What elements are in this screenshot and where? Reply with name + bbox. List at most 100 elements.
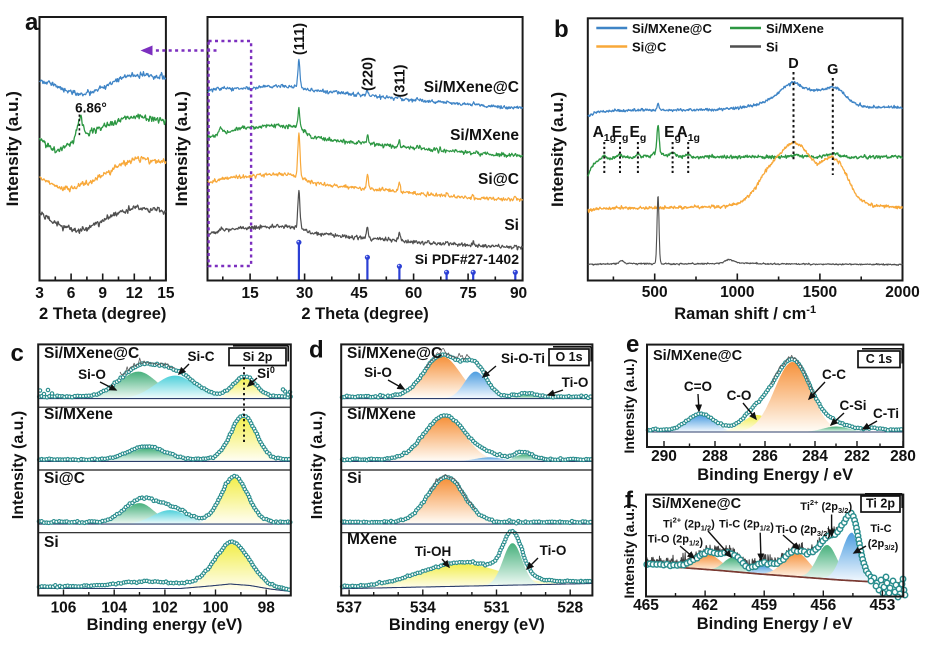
svg-text:15: 15 — [157, 285, 175, 302]
svg-text:Si@C: Si@C — [632, 40, 667, 55]
svg-text:104: 104 — [101, 600, 127, 617]
svg-text:Si/MXene: Si/MXene — [44, 406, 113, 423]
svg-text:286: 286 — [752, 448, 778, 465]
svg-text:(111): (111) — [292, 23, 308, 55]
svg-text:102: 102 — [152, 600, 178, 617]
svg-text:9: 9 — [98, 285, 107, 302]
svg-text:Si: Si — [44, 534, 59, 551]
svg-text:O 1s: O 1s — [555, 350, 582, 364]
svg-text:60: 60 — [405, 285, 422, 302]
svg-text:Intensity (a.u.): Intensity (a.u.) — [172, 91, 191, 206]
svg-text:Ti2+ (2p3/2): Ti2+ (2p3/2) — [800, 498, 852, 515]
svg-text:Ti-OH: Ti-OH — [415, 544, 452, 559]
svg-text:Si0: Si0 — [257, 365, 275, 381]
svg-text:Intensity (a.u.): Intensity (a.u.) — [621, 504, 637, 599]
svg-text:2 Theta (degree): 2 Theta (degree) — [301, 305, 428, 323]
svg-text:30: 30 — [296, 285, 313, 302]
svg-text:Si/MXene@C: Si/MXene@C — [652, 496, 742, 512]
svg-text:C-O: C-O — [727, 388, 752, 403]
svg-text:C=O: C=O — [684, 379, 712, 394]
svg-text:Intensity (a.u.): Intensity (a.u.) — [3, 91, 22, 206]
svg-text:462: 462 — [692, 597, 718, 614]
svg-text:Binding energy (eV): Binding energy (eV) — [389, 616, 545, 634]
svg-text:500: 500 — [642, 284, 668, 301]
svg-text:Si/MXene@C: Si/MXene@C — [347, 345, 442, 362]
svg-text:Si/MXene@C: Si/MXene@C — [632, 21, 712, 36]
svg-text:Si/MXene: Si/MXene — [347, 406, 416, 423]
svg-text:Ti 2p: Ti 2p — [866, 497, 895, 511]
svg-text:(311): (311) — [392, 64, 408, 97]
svg-text:a: a — [25, 9, 39, 36]
svg-text:106: 106 — [51, 600, 77, 617]
svg-text:Si-O: Si-O — [364, 365, 392, 380]
svg-text:Si-C: Si-C — [188, 349, 215, 364]
svg-text:(2p3/2): (2p3/2) — [868, 538, 899, 553]
svg-text:Si/MXene@C: Si/MXene@C — [424, 79, 519, 96]
svg-text:C-Si: C-Si — [840, 398, 867, 413]
svg-text:Si: Si — [504, 217, 519, 234]
svg-text:D: D — [788, 56, 798, 72]
svg-text:3: 3 — [35, 285, 44, 302]
svg-text:C 1s: C 1s — [866, 352, 892, 366]
svg-text:Eg: Eg — [629, 124, 646, 144]
svg-text:12: 12 — [126, 285, 143, 302]
svg-text:C-Ti: C-Ti — [873, 406, 899, 421]
svg-text:Ti-O (2p1/2): Ti-O (2p1/2) — [648, 534, 704, 549]
svg-text:Binding Energy / eV: Binding Energy / eV — [697, 615, 853, 633]
svg-text:Si@C: Si@C — [478, 171, 519, 188]
svg-text:465: 465 — [633, 597, 659, 614]
svg-text:Si-O: Si-O — [78, 367, 106, 382]
svg-text:6.86°: 6.86° — [75, 101, 107, 116]
svg-text:Si: Si — [347, 470, 362, 487]
svg-text:f: f — [625, 487, 634, 514]
svg-text:284: 284 — [802, 448, 828, 465]
svg-text:Ti2+ (2p1/2): Ti2+ (2p1/2) — [663, 515, 715, 532]
svg-text:280: 280 — [890, 448, 916, 465]
svg-text:Si@C: Si@C — [44, 470, 85, 487]
svg-text:75: 75 — [459, 285, 477, 302]
svg-text:e: e — [626, 331, 639, 358]
svg-text:MXene: MXene — [347, 531, 397, 548]
svg-text:Ti-O: Ti-O — [562, 375, 589, 390]
svg-text:Intensity (a.u.): Intensity (a.u.) — [548, 92, 567, 207]
svg-text:Si PDF#27-1402: Si PDF#27-1402 — [415, 251, 519, 267]
svg-text:531: 531 — [484, 600, 510, 617]
svg-text:Binding energy (eV): Binding energy (eV) — [87, 616, 243, 634]
svg-text:45: 45 — [350, 285, 368, 302]
svg-text:C-C: C-C — [822, 367, 846, 382]
svg-text:537: 537 — [336, 600, 362, 617]
svg-text:Si/MXene@C: Si/MXene@C — [653, 348, 743, 364]
svg-text:2 Theta (degree): 2 Theta (degree) — [39, 305, 166, 323]
svg-text:Intensity (a.u.): Intensity (a.u.) — [10, 411, 27, 519]
svg-text:Intensity (a.u.): Intensity (a.u.) — [621, 359, 637, 454]
svg-text:453: 453 — [869, 597, 895, 614]
svg-text:290: 290 — [651, 448, 677, 465]
svg-text:100: 100 — [203, 600, 229, 617]
svg-text:Intensity (a.u.): Intensity (a.u.) — [309, 411, 326, 519]
svg-text:Ti-O: Ti-O — [540, 543, 567, 558]
svg-text:(220): (220) — [360, 57, 376, 91]
svg-text:Ti-C: Ti-C — [870, 523, 891, 535]
svg-text:Si/MXene@C: Si/MXene@C — [44, 345, 139, 362]
svg-text:288: 288 — [702, 448, 728, 465]
svg-text:Si 2p: Si 2p — [243, 350, 273, 364]
svg-text:534: 534 — [410, 600, 436, 617]
svg-text:456: 456 — [810, 597, 836, 614]
svg-text:c: c — [11, 340, 24, 367]
svg-text:2000: 2000 — [885, 284, 919, 301]
svg-text:90: 90 — [510, 285, 527, 302]
svg-text:Binding Energy / eV: Binding Energy / eV — [697, 466, 853, 484]
svg-text:459: 459 — [751, 597, 777, 614]
svg-text:6: 6 — [67, 285, 76, 302]
svg-text:1000: 1000 — [720, 284, 754, 301]
svg-text:Ti-C (2p1/2): Ti-C (2p1/2) — [719, 518, 774, 533]
svg-text:Ti-O (2p3/2): Ti-O (2p3/2) — [776, 524, 832, 539]
svg-text:b: b — [554, 16, 569, 43]
svg-text:A1g: A1g — [593, 124, 616, 144]
svg-text:Raman shift / cm-1: Raman shift / cm-1 — [674, 304, 816, 323]
svg-text:282: 282 — [844, 448, 870, 465]
svg-text:Si-O-Ti: Si-O-Ti — [501, 351, 545, 366]
svg-text:98: 98 — [258, 600, 276, 617]
svg-text:15: 15 — [241, 285, 259, 302]
svg-text:d: d — [309, 337, 324, 364]
